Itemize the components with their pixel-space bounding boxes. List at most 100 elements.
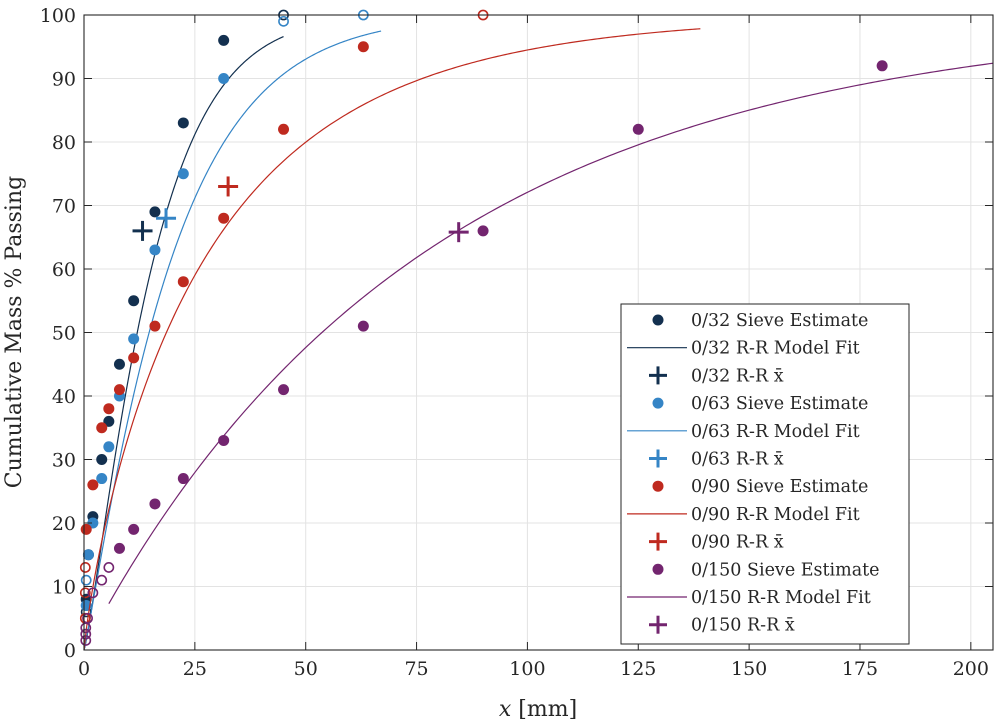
y-tick-label: 40 xyxy=(52,386,76,408)
open-data-point xyxy=(79,562,91,573)
y-axis-label: Cumulative Mass % Passing xyxy=(2,176,27,488)
sieve-data-point xyxy=(128,333,140,345)
y-tick-label: 90 xyxy=(52,69,76,91)
sieve-data-point xyxy=(87,479,99,491)
open-data-point xyxy=(80,574,92,586)
legend-dot-symbol xyxy=(652,397,664,409)
sieve-data-point xyxy=(113,358,125,370)
sieve-data-point xyxy=(177,276,189,288)
open-data-point xyxy=(87,587,99,599)
y-tick-label: 30 xyxy=(52,450,76,472)
legend-label: 0/90 R-R Model Fit xyxy=(691,505,860,525)
x-tick-label: 75 xyxy=(404,658,428,680)
sieve-data-point xyxy=(218,212,230,224)
legend: 0/32 Sieve Estimate 0/32 R-R Model Fit 0/3… xyxy=(620,303,910,645)
sieve-data-point xyxy=(96,422,108,434)
x-tick-label: 150 xyxy=(731,658,767,680)
fit-curve-0-150 xyxy=(108,62,994,605)
x-tick-label: 0 xyxy=(78,658,90,680)
mean-marker-0-63 xyxy=(156,208,177,229)
sieve-data-point xyxy=(357,320,369,332)
sieve-data-point xyxy=(113,542,125,554)
x-tick-label: 50 xyxy=(294,658,318,680)
legend-dot-symbol xyxy=(652,563,664,575)
plot-content xyxy=(79,9,994,651)
mean-marker-0-90 xyxy=(218,176,239,197)
sieve-data-point xyxy=(278,123,290,135)
x-tick-label: 125 xyxy=(620,658,656,680)
open-data-point xyxy=(79,587,91,599)
legend-label: 0/90 R-R x̄ xyxy=(691,533,784,553)
legend-label: 0/150 Sieve Estimate xyxy=(691,560,880,580)
fit-curve-0-63 xyxy=(83,30,382,651)
x-axis-label: x [mm] xyxy=(499,697,577,722)
legend-label: 0/32 R-R x̄ xyxy=(691,366,784,386)
fit-curve-0-90 xyxy=(83,28,701,651)
open-data-point xyxy=(80,628,92,640)
sieve-data-point xyxy=(103,403,115,415)
x-tick-label: 100 xyxy=(509,658,545,680)
sieve-data-point xyxy=(128,295,140,307)
y-tick-label: 50 xyxy=(52,323,76,345)
legend-box xyxy=(620,303,910,645)
y-tick-label: 0 xyxy=(64,640,76,662)
legend-label: 0/63 R-R Model Fit xyxy=(691,422,860,442)
sieve-data-point xyxy=(477,225,489,237)
sieve-data-point xyxy=(357,41,369,53)
x-tick-label: 200 xyxy=(953,658,989,680)
sieve-data-point xyxy=(149,498,161,510)
sieve-data-point xyxy=(177,168,189,180)
fit-curve-0-32 xyxy=(83,36,284,651)
legend-plus-symbol xyxy=(649,449,667,468)
series-0-90 xyxy=(79,9,701,651)
open-data-point xyxy=(80,635,92,646)
legend-dot-symbol xyxy=(652,480,664,492)
open-data-point xyxy=(278,15,289,27)
mean-marker-0-150 xyxy=(448,222,469,243)
sieve-data-point xyxy=(128,352,140,364)
sieve-data-point xyxy=(632,123,644,135)
sieve-data-point xyxy=(80,523,92,535)
axis-ticks: 0 25 50 75 100 125 150 175 200 0 10 20 30 40 50 60 70 80 9… xyxy=(40,5,993,680)
x-tick-label: 25 xyxy=(183,658,207,680)
sieve-data-point xyxy=(177,473,189,485)
sieve-data-point xyxy=(103,441,115,453)
series-0-150 xyxy=(80,60,994,646)
sieve-data-point xyxy=(96,473,108,485)
sieve-data-point xyxy=(82,549,94,561)
sieve-data-point xyxy=(113,384,125,396)
x-axis-variable: x xyxy=(499,697,512,722)
legend-label: 0/63 R-R x̄ xyxy=(691,450,784,470)
sieve-data-point xyxy=(103,415,115,427)
open-data-point xyxy=(96,574,108,586)
legend-label: 0/63 Sieve Estimate xyxy=(691,394,868,414)
legend-label: 0/150 R-R Model Fit xyxy=(691,588,871,608)
x-tick-label: 175 xyxy=(842,658,878,680)
legend-plus-symbol xyxy=(649,366,667,385)
sieve-data-point xyxy=(96,454,108,465)
x-axis-unit: [mm] xyxy=(518,697,577,722)
y-tick-label: 100 xyxy=(40,5,76,27)
open-data-point xyxy=(82,612,93,624)
legend-label: 0/32 Sieve Estimate xyxy=(691,311,868,331)
y-tick-label: 10 xyxy=(52,577,76,599)
legend-label: 0/32 R-R Model Fit xyxy=(691,339,860,359)
legend-plus-symbol xyxy=(649,615,667,634)
sieve-data-point xyxy=(278,384,290,396)
y-tick-label: 70 xyxy=(52,196,76,218)
sieve-data-point xyxy=(149,244,161,256)
legend-label: 0/150 R-R x̄ xyxy=(691,616,795,636)
sieve-data-point xyxy=(149,320,161,332)
y-tick-label: 60 xyxy=(52,259,76,281)
sieve-data-point xyxy=(177,117,189,129)
y-tick-label: 80 xyxy=(52,132,76,154)
sieve-data-point xyxy=(218,73,230,84)
open-data-point xyxy=(103,562,115,573)
legend-label: 0/90 Sieve Estimate xyxy=(691,477,868,497)
sieve-data-point xyxy=(128,523,140,535)
mean-marker-0-32 xyxy=(132,220,153,241)
sieve-data-point xyxy=(876,60,888,72)
legend-plus-symbol xyxy=(649,532,667,551)
sieve-data-point xyxy=(218,34,230,46)
